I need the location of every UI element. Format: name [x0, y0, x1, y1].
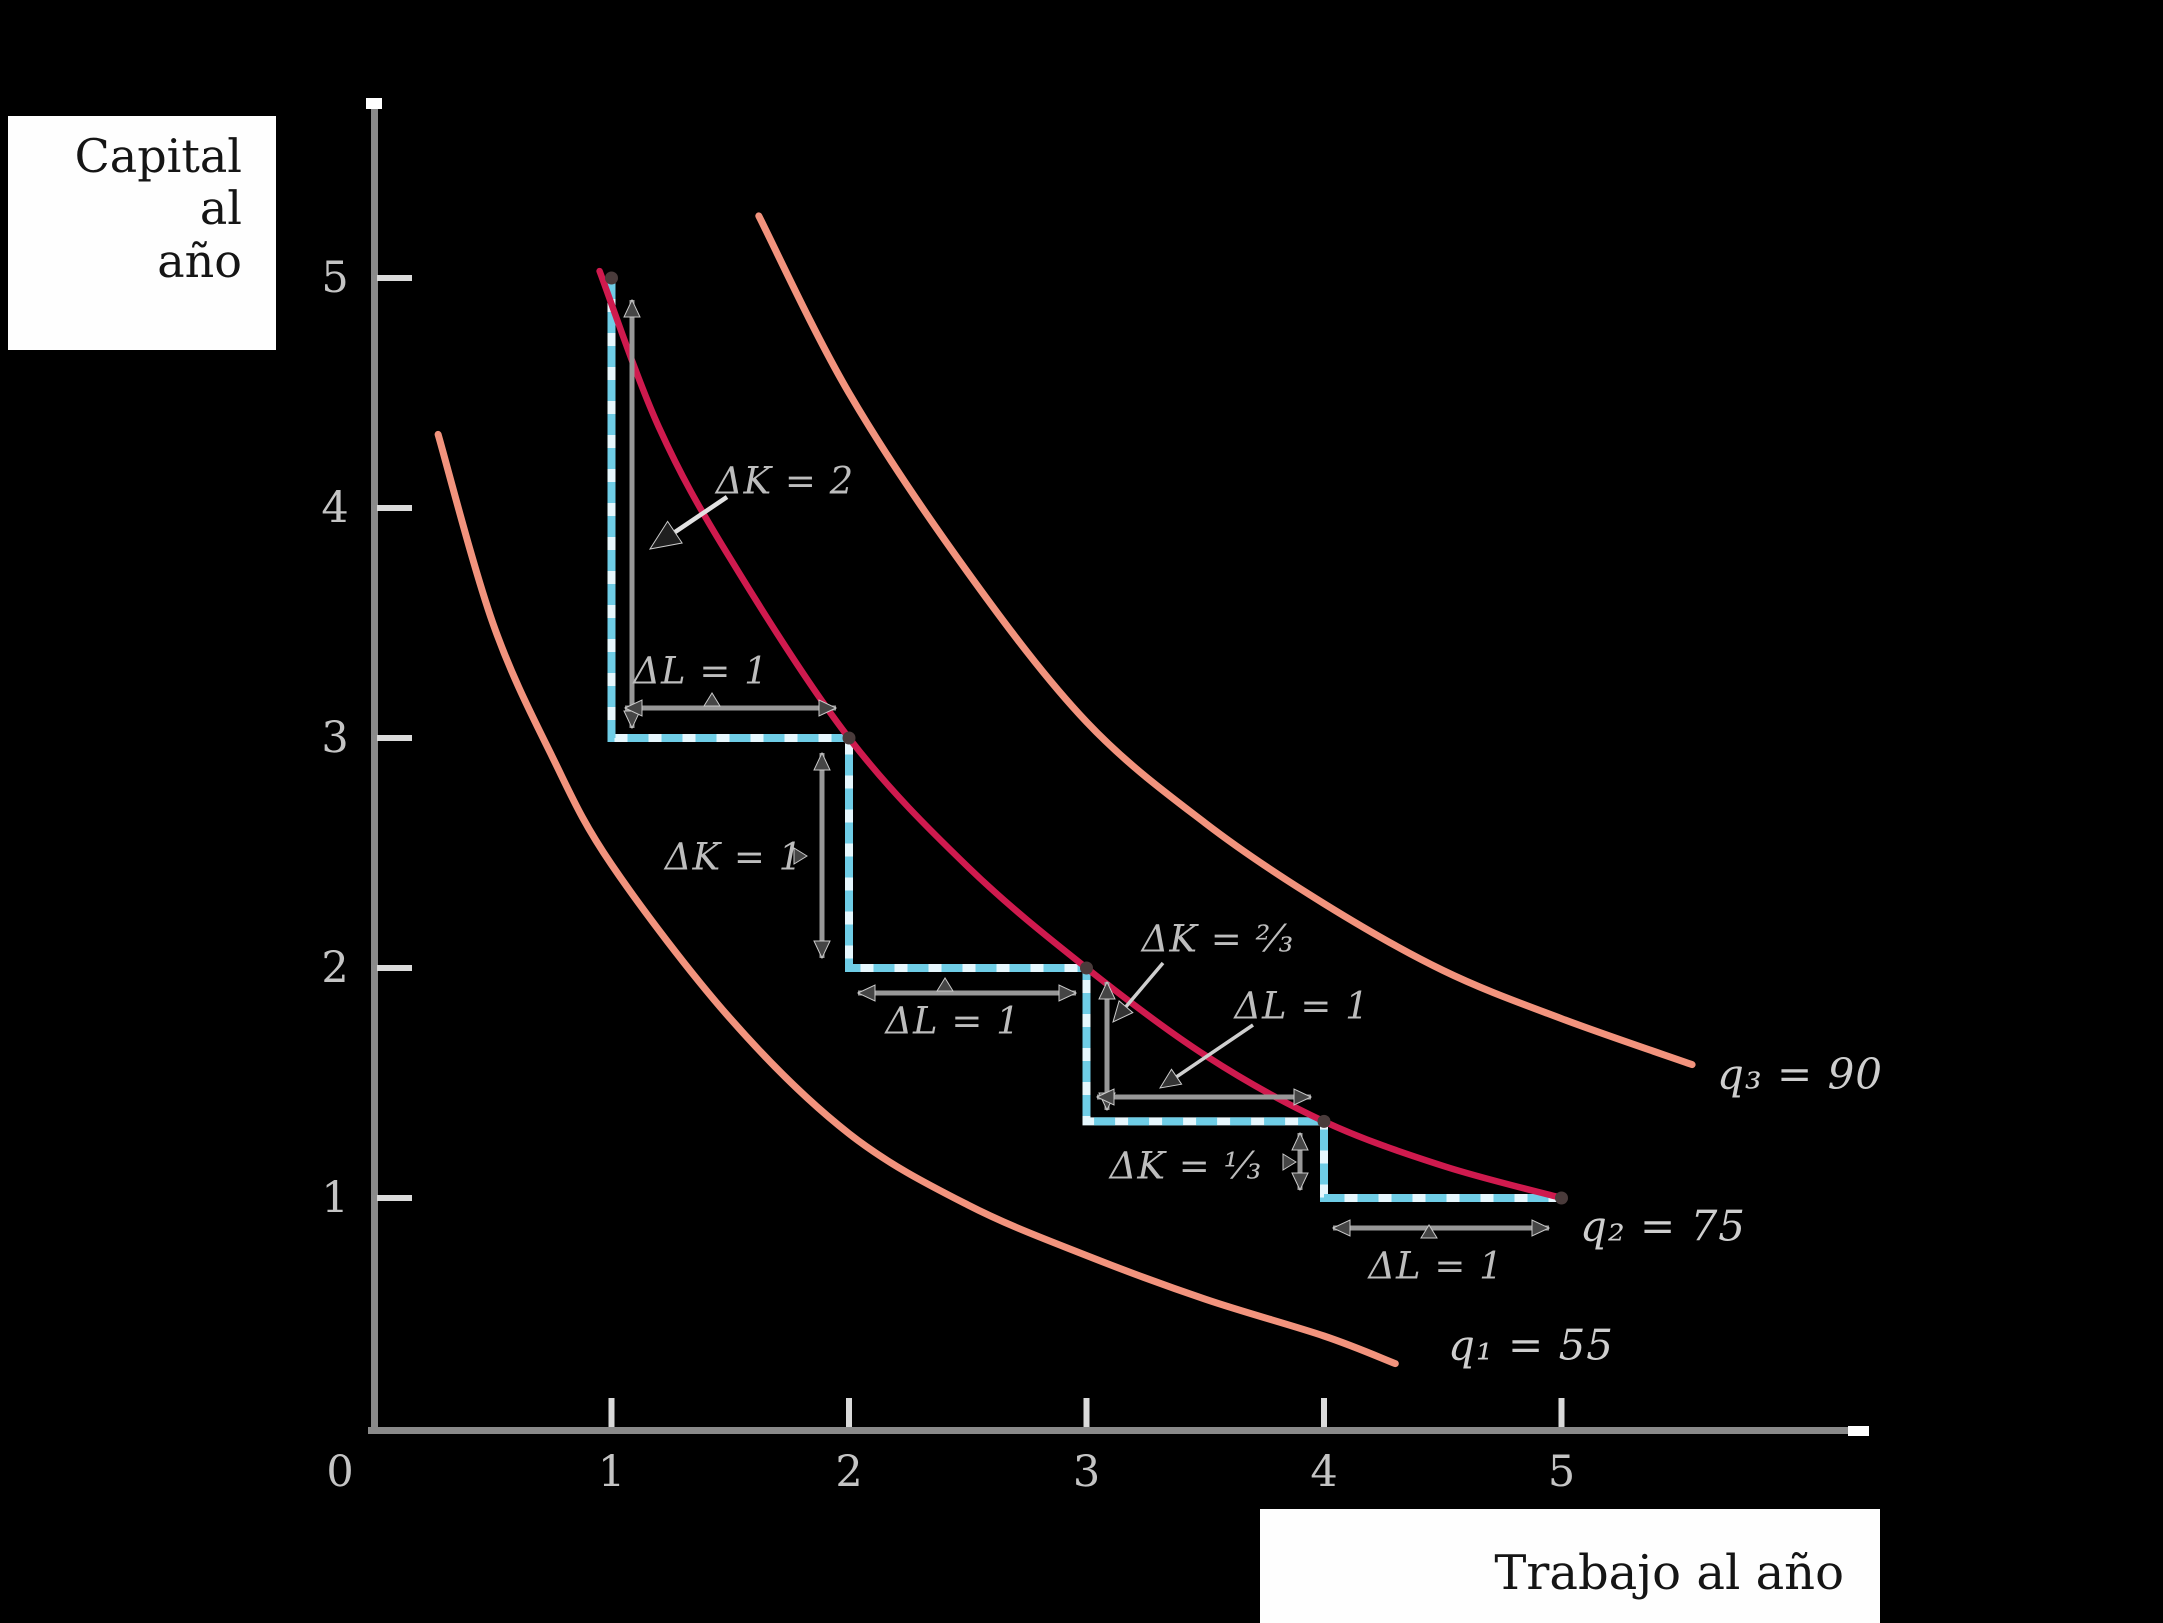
y-tick-label-4: 4 — [321, 483, 349, 533]
x-axis-title-text: Trabajo al año — [1494, 1545, 1844, 1601]
label-delta-k-2-3: ΔK = ²⁄₃ — [1141, 917, 1295, 961]
label-delta-k-1: ΔK = 1 — [664, 835, 804, 879]
label-delta-l-1d: ΔL = 1 — [1368, 1244, 1504, 1288]
label-delta-l-1a: ΔL = 1 — [633, 649, 769, 693]
x-tick-label-4: 4 — [1310, 1447, 1338, 1497]
x-tick-label-3: 3 — [1072, 1447, 1101, 1497]
y-axis-title-line3: año — [157, 233, 242, 288]
x-tick-label-2: 2 — [835, 1447, 863, 1497]
label-q3: q₃ = 90 — [1716, 1049, 1884, 1099]
y-axis-title-line1: Capital — [74, 129, 242, 183]
label-delta-l-1b: ΔL = 1 — [885, 999, 1021, 1043]
label-delta-k-1-3: ΔK = ¹⁄₃ — [1109, 1144, 1263, 1188]
y-tick-label-5: 5 — [321, 253, 349, 303]
x-tick-label-5: 5 — [1547, 1447, 1576, 1497]
label-q1: q₁ = 55 — [1447, 1320, 1615, 1370]
y-tick-label-3: 3 — [321, 713, 349, 763]
x-tick-label-0: 0 — [326, 1447, 354, 1497]
x-tick-label-1: 1 — [597, 1447, 626, 1497]
label-delta-k-2: ΔK = 2 — [715, 459, 855, 503]
label-delta-l-1c: ΔL = 1 — [1234, 984, 1370, 1028]
label-q2: q₂ = 75 — [1579, 1201, 1747, 1251]
y-tick-label-2: 2 — [321, 943, 349, 993]
y-tick-label-1: 1 — [321, 1173, 349, 1223]
y-axis-title-line2: al — [199, 181, 242, 236]
x-axis-title: Trabajo al año — [1260, 1509, 1880, 1623]
y-axis-title: Capital al año — [8, 116, 276, 350]
